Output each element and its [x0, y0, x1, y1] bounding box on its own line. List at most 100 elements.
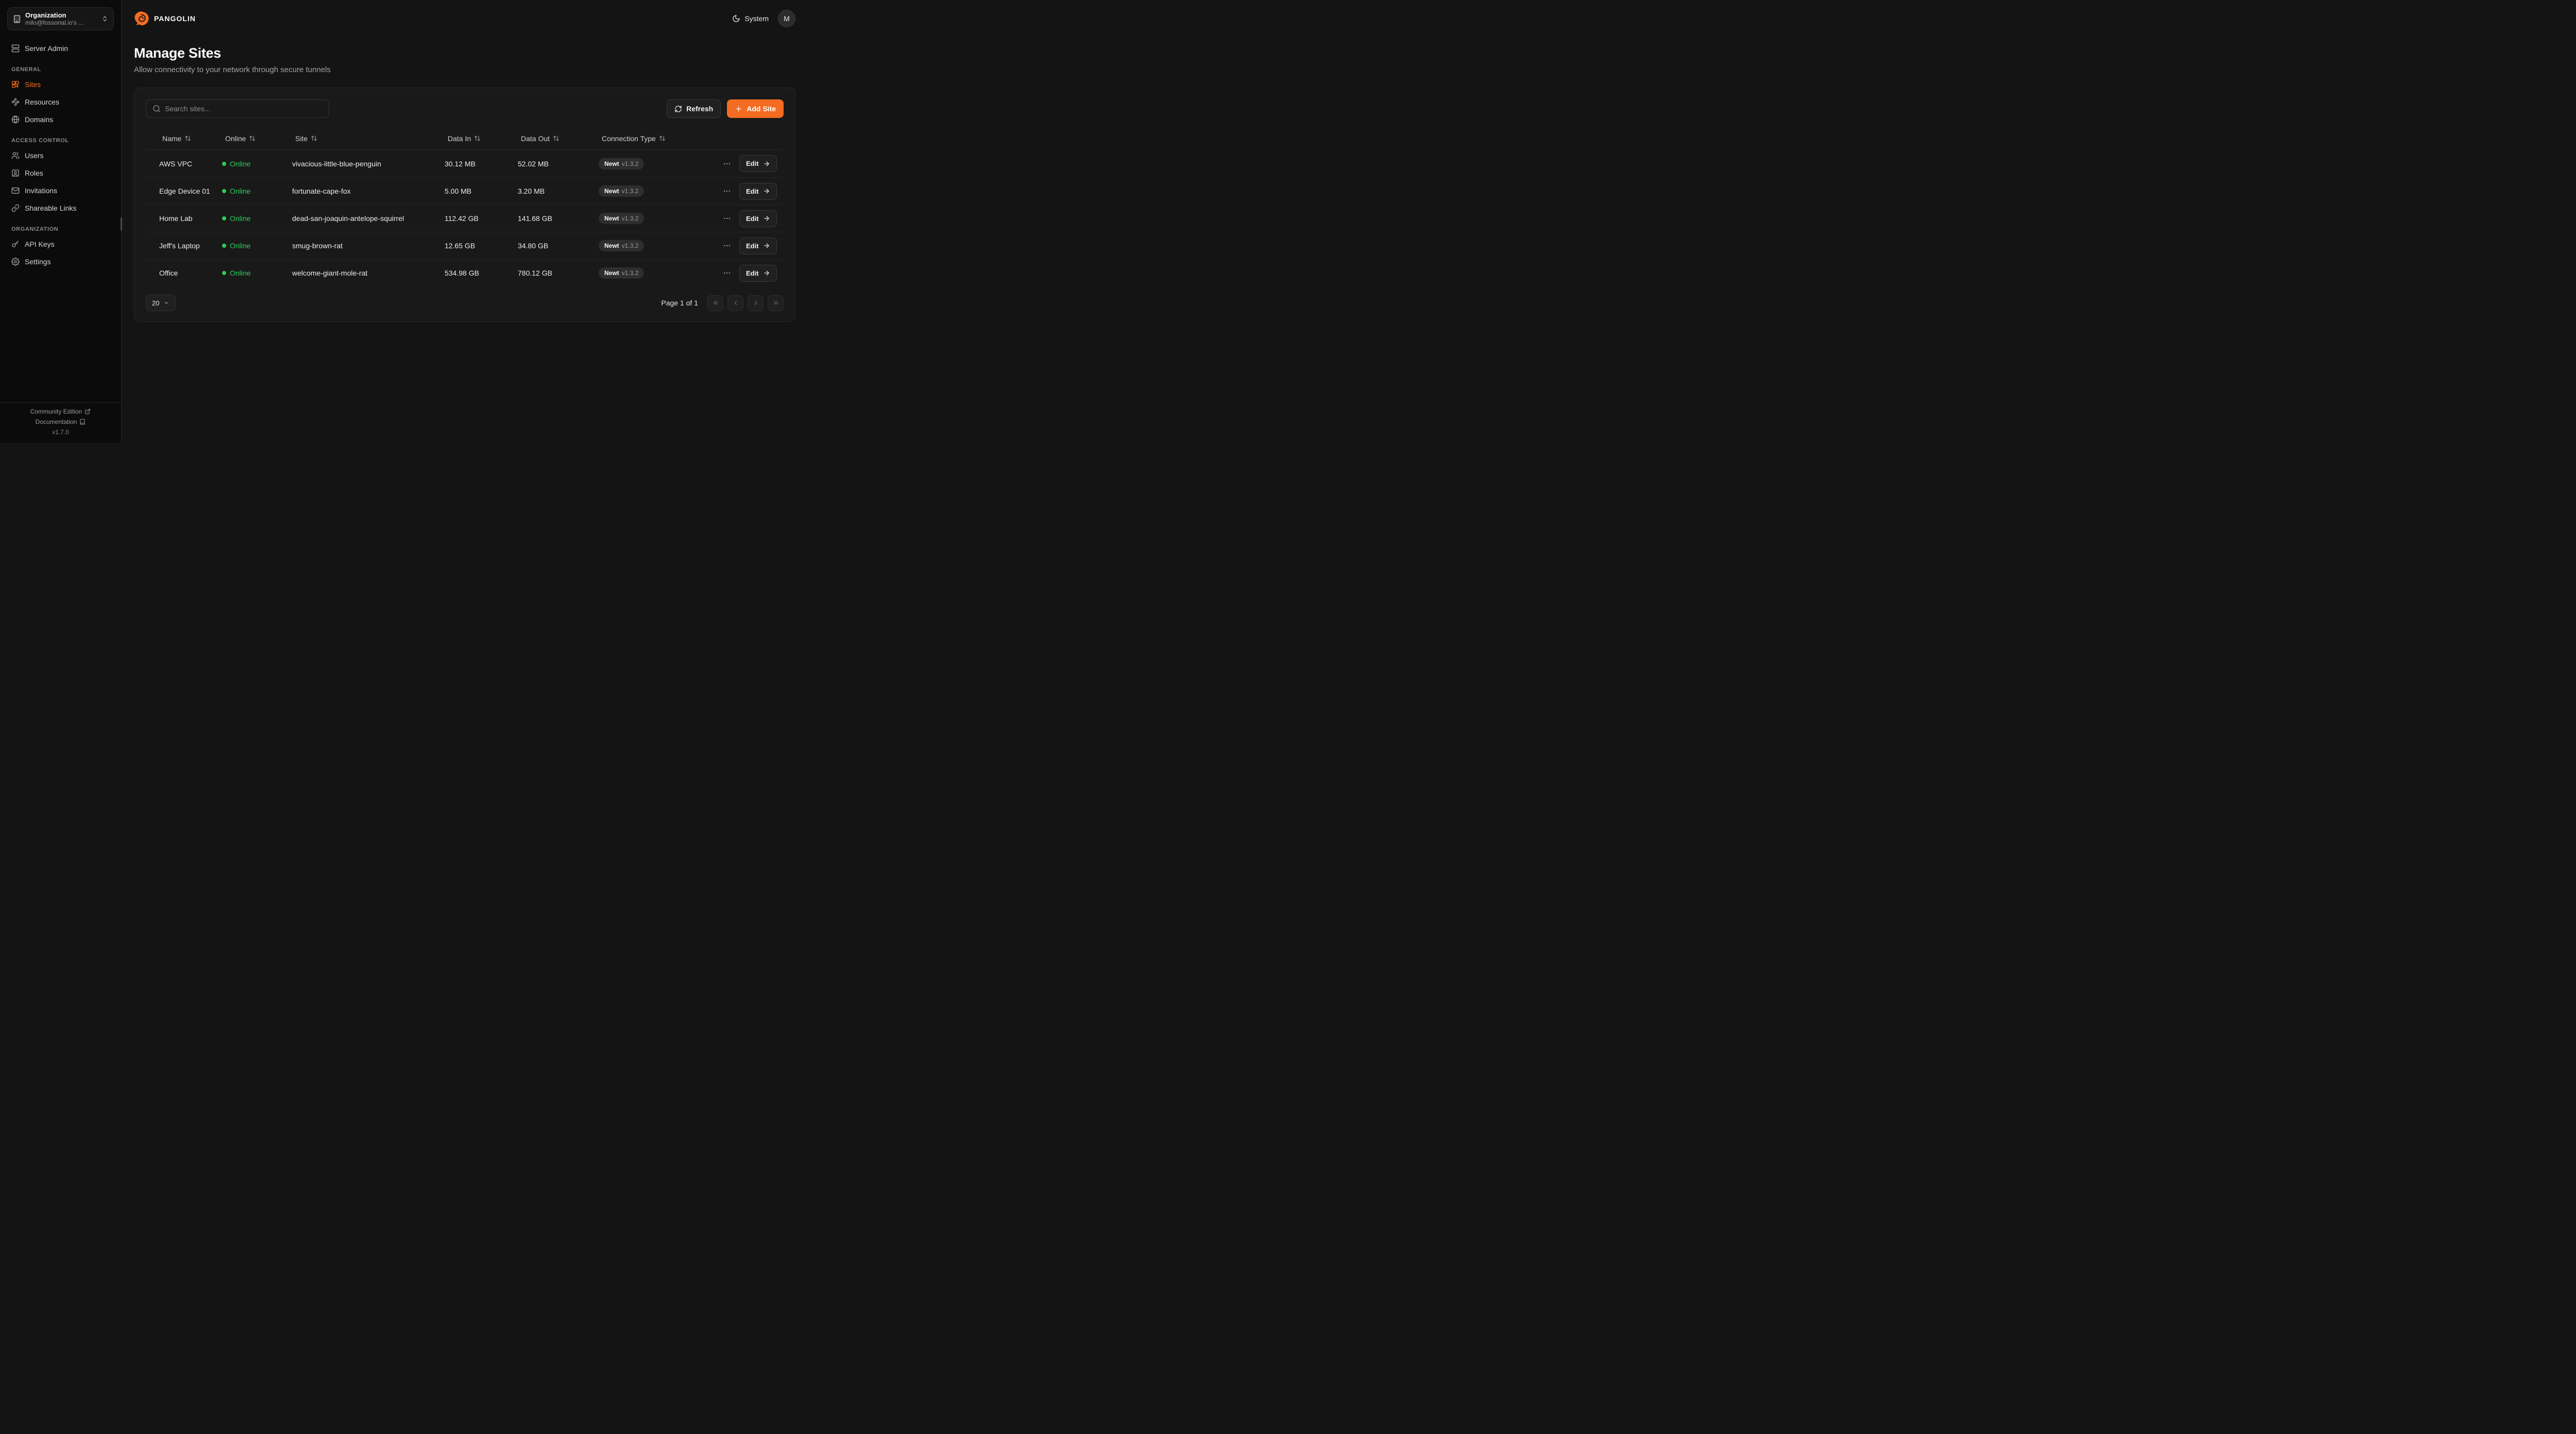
sidebar-item-server-admin[interactable]: Server Admin [7, 40, 114, 57]
sidebar-resize-handle[interactable] [121, 217, 122, 231]
next-page-button[interactable] [748, 295, 764, 311]
sidebar-item-resources[interactable]: Resources [7, 93, 114, 111]
data-out-value: 3.20 MB [518, 187, 545, 195]
connection-type-badge: Newt v1.3.2 [599, 213, 645, 224]
online-dot-icon [222, 161, 226, 166]
sidebar-item-label: Sites [25, 80, 41, 89]
connection-type-badge: Newt v1.3.2 [599, 185, 645, 197]
sidebar-item-shareable-links[interactable]: Shareable Links [7, 199, 114, 217]
connection-type-badge: Newt v1.3.2 [599, 158, 645, 169]
page-content: Manage Sites Allow connectivity to your … [122, 37, 808, 322]
key-icon [12, 241, 19, 247]
site-name: Home Lab [159, 214, 193, 223]
edit-button[interactable]: Edit [739, 182, 777, 200]
status-badge: Online [222, 269, 250, 277]
arrow-right-icon [764, 270, 769, 276]
table-row: Office Online welcome-giant-mole-rat 534… [146, 259, 784, 286]
edit-button[interactable]: Edit [739, 210, 777, 227]
sort-data-out[interactable]: Data Out [518, 132, 563, 145]
site-name: Edge Device 01 [159, 187, 210, 195]
refresh-label: Refresh [686, 105, 714, 113]
sidebar-item-label: Users [25, 151, 44, 160]
avatar[interactable]: M [778, 10, 795, 27]
sidebar-item-sites[interactable]: Sites [7, 76, 114, 93]
page-info: Page 1 of 1 [661, 299, 698, 307]
sidebar-item-label: Shareable Links [25, 204, 77, 212]
ellipsis-icon [724, 163, 730, 164]
status-badge: Online [222, 160, 250, 168]
org-title: Organization [25, 11, 66, 19]
data-in-value: 5.00 MB [445, 187, 472, 195]
refresh-button[interactable]: Refresh [667, 99, 721, 118]
sort-icon [474, 135, 481, 141]
data-out-value: 52.02 MB [518, 159, 549, 168]
online-dot-icon [222, 189, 226, 193]
column-header-connection-type: Connection Type [602, 134, 656, 143]
sites-table: Name Online Site Data In Data Out Connec… [146, 127, 784, 286]
chevrons-up-down-icon [103, 16, 107, 22]
last-page-button[interactable] [768, 295, 784, 311]
page-size-select[interactable]: 20 [146, 295, 176, 311]
documentation-link[interactable]: Documentation [36, 418, 86, 425]
column-header-data-out: Data Out [521, 134, 550, 143]
arrow-right-icon [764, 189, 769, 194]
row-menu-button[interactable] [721, 240, 733, 252]
sort-connection-type[interactable]: Connection Type [599, 132, 669, 145]
first-page-button[interactable] [707, 295, 723, 311]
site-slug: smug-brown-rat [292, 242, 343, 250]
chevrons-right-icon [773, 301, 778, 305]
building-icon [14, 15, 20, 23]
search-input[interactable] [165, 105, 323, 113]
sidebar-item-invitations[interactable]: Invitations [7, 182, 114, 199]
add-site-label: Add Site [747, 105, 776, 113]
column-header-online: Online [225, 134, 246, 143]
theme-label: System [744, 14, 769, 23]
data-in-value: 534.98 GB [445, 269, 479, 277]
edit-label: Edit [746, 242, 759, 250]
column-header-data-in: Data In [448, 134, 471, 143]
ellipsis-icon [724, 245, 730, 247]
refresh-icon [675, 105, 682, 112]
row-menu-button[interactable] [721, 185, 733, 197]
sort-name[interactable]: Name [159, 132, 194, 145]
theme-toggle[interactable]: System [732, 14, 769, 23]
edit-button[interactable]: Edit [739, 237, 777, 254]
data-out-value: 34.80 GB [518, 242, 549, 250]
site-name: Jeff's Laptop [159, 242, 200, 250]
sidebar-item-label: Resources [25, 98, 59, 106]
sidebar-item-label: API Keys [25, 240, 55, 248]
data-in-value: 12.65 GB [445, 242, 476, 250]
sidebar-item-settings[interactable]: Settings [7, 253, 114, 270]
row-menu-button[interactable] [721, 158, 733, 170]
pangolin-logo [134, 11, 149, 26]
row-menu-button[interactable] [721, 212, 733, 225]
chevron-left-icon [734, 300, 737, 305]
section-heading-access-control: ACCESS CONTROL [11, 138, 69, 144]
data-out-value: 141.68 GB [518, 214, 552, 223]
sidebar-item-roles[interactable]: Roles [7, 164, 114, 182]
sort-icon [185, 135, 191, 141]
sort-data-in[interactable]: Data In [445, 132, 484, 145]
ellipsis-icon [724, 190, 730, 192]
edit-button[interactable]: Edit [739, 264, 777, 282]
brand-home-link[interactable]: PANGOLIN [134, 11, 196, 26]
sort-online[interactable]: Online [222, 132, 259, 145]
sort-icon [659, 135, 665, 141]
edit-button[interactable]: Edit [739, 155, 777, 172]
sidebar-item-users[interactable]: Users [7, 147, 114, 164]
column-header-name: Name [162, 134, 182, 143]
sidebar-item-domains[interactable]: Domains [7, 111, 114, 128]
prev-page-button[interactable] [727, 295, 743, 311]
brand-name: PANGOLIN [154, 14, 196, 23]
sort-site[interactable]: Site [292, 132, 320, 145]
sidebar-item-label: Domains [25, 115, 54, 124]
search-icon [153, 105, 160, 112]
community-edition-link[interactable]: Community Edition [30, 408, 91, 415]
ellipsis-icon [724, 217, 730, 219]
site-slug: dead-san-joaquin-antelope-squirrel [292, 214, 404, 223]
add-site-button[interactable]: Add Site [727, 99, 784, 118]
sidebar-item-api-keys[interactable]: API Keys [7, 235, 114, 253]
org-picker[interactable]: Organization milo@fossorial.io's ... [7, 7, 114, 30]
column-header-site: Site [295, 134, 308, 143]
row-menu-button[interactable] [721, 267, 733, 279]
